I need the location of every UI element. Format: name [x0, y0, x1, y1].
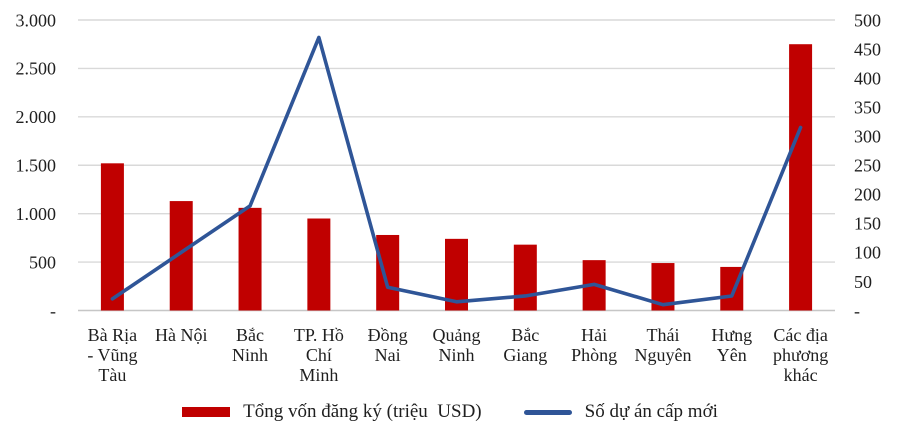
right-axis-tick-label: 300	[854, 127, 881, 147]
category-label: Hưng	[711, 325, 752, 345]
category-label: Hải	[581, 325, 607, 345]
left-axis-tick-label: 2.000	[16, 107, 57, 127]
category-label: Bắc	[511, 325, 539, 345]
category-label: Quảng	[433, 325, 481, 345]
right-axis-tick-label: 200	[854, 185, 881, 205]
left-axis-tick-label: -	[50, 301, 56, 321]
legend-line-series-label: Số dự án cấp mới	[584, 401, 718, 422]
bar	[376, 234, 400, 311]
category-label: Hà Nội	[155, 325, 208, 345]
category-label: Bắc	[236, 325, 264, 345]
bar	[651, 263, 675, 311]
category-label: Tàu	[98, 365, 126, 385]
right-axis-tick-label: 250	[854, 156, 881, 176]
category-label: khác	[784, 365, 818, 385]
bar	[445, 238, 468, 311]
right-axis-tick-label: 500	[854, 10, 881, 30]
bar	[238, 207, 262, 311]
right-axis-tick-label: 350	[854, 97, 881, 117]
left-axis-tick-label: 500	[29, 252, 56, 272]
category-label: Minh	[299, 365, 338, 385]
legend-bar-series-label: Tổng vốn đăng ký (triệu USD)	[243, 401, 482, 422]
bar	[513, 244, 537, 311]
right-axis-tick-label: 100	[854, 243, 881, 263]
chart-legend: Tổng vốn đăng ký (triệu USD) Số dự án cấ…	[0, 401, 900, 423]
category-label: phương	[773, 345, 828, 365]
right-axis-tick-label: 150	[854, 214, 881, 234]
category-label: Nguyên	[634, 345, 691, 365]
category-label: Ninh	[232, 345, 268, 365]
bar	[307, 218, 331, 311]
category-label: Bà Rịa	[88, 325, 138, 345]
line-series	[110, 35, 803, 307]
category-label: Các địa	[773, 325, 827, 345]
right-axis-tick-label: 400	[854, 68, 881, 88]
line-series-swatch-icon	[523, 409, 572, 415]
right-axis-tick-label: -	[854, 301, 860, 321]
category-label: Chí	[306, 345, 332, 365]
category-label: Giang	[503, 345, 547, 365]
left-axis-tick-label: 2.500	[16, 59, 57, 79]
legend-item-line-series: Số dự án cấp mới	[523, 401, 718, 423]
right-axis-tick-label: 50	[854, 272, 872, 292]
bar	[100, 163, 124, 311]
category-label: TP. Hồ	[294, 325, 344, 345]
category-label: Ninh	[439, 345, 475, 365]
bar	[789, 44, 813, 311]
bar	[169, 201, 193, 311]
category-label: Nai	[375, 345, 401, 365]
category-label: Đồng	[368, 325, 408, 345]
left-axis-tick-label: 3.000	[16, 10, 57, 30]
category-label: - Vũng	[87, 345, 137, 365]
category-label: Thái	[646, 325, 679, 345]
legend-item-bar-series: Tổng vốn đăng ký (triệu USD)	[182, 401, 482, 423]
category-label: Phòng	[571, 345, 617, 365]
bar-series-swatch-icon	[182, 407, 231, 417]
category-label: Yên	[717, 345, 747, 365]
left-axis-tick-label: 1.000	[16, 204, 57, 224]
left-axis-tick-label: 1.500	[16, 156, 57, 176]
right-axis-tick-label: 450	[854, 39, 881, 59]
